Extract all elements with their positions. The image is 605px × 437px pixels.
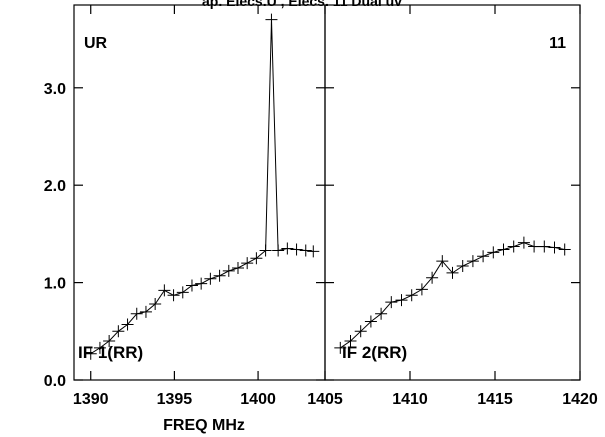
data-point: [272, 244, 285, 257]
data-point: [176, 286, 189, 299]
x-tick-label: 1405: [307, 391, 343, 408]
panel-if1: 0.0 1.0 2.0 3.0 1390 1395 1400 UR IF 1(RR) FR…: [44, 4, 326, 434]
data-point: [487, 246, 500, 259]
data-point: [436, 255, 449, 268]
data-point: [477, 250, 490, 263]
data-point: [395, 294, 408, 307]
data-point: [334, 341, 347, 354]
data-point: [558, 243, 571, 256]
x-axis-title: FREQ MHz: [163, 417, 245, 434]
data-point: [528, 240, 541, 253]
panel-label: IF 2(RR): [342, 343, 407, 362]
data-point: [290, 243, 303, 256]
data-point: [466, 255, 479, 268]
data-point: [112, 325, 125, 338]
data-point: [548, 241, 561, 254]
data-point: [103, 335, 116, 348]
y-tick-label: 1.0: [44, 276, 66, 293]
data-point: [265, 13, 278, 26]
x-tick-label: 1395: [157, 391, 193, 408]
y-tick-label: 3.0: [44, 81, 66, 98]
data-point: [250, 252, 263, 265]
data-point: [222, 264, 235, 277]
panel-corner-label: 11: [549, 35, 566, 52]
data-point: [517, 236, 530, 249]
data-point: [121, 318, 134, 331]
data-point: [405, 289, 418, 302]
data-point: [195, 277, 208, 290]
data-point: [426, 271, 439, 284]
data-point: [158, 284, 171, 297]
data-point: [281, 242, 294, 255]
data-point: [456, 260, 469, 273]
data-point: [231, 261, 244, 274]
data-point: [213, 269, 226, 282]
data-point: [149, 298, 162, 311]
y-axis: 0.0 1.0 2.0 3.0: [44, 81, 66, 390]
series-if2: [334, 236, 571, 354]
data-point: [130, 307, 143, 320]
x-tick-label: 1420: [562, 391, 598, 408]
data-point: [185, 279, 198, 292]
data-point: [375, 307, 388, 320]
x-axis: 1390 1395 1400: [73, 5, 276, 408]
x-tick-label: 1410: [392, 391, 428, 408]
x-tick-label: 1400: [240, 391, 276, 408]
x-tick-label: 1415: [477, 391, 513, 408]
series-if1: [84, 13, 320, 360]
panel-label: IF 1(RR): [78, 343, 143, 362]
panel-corner-label: UR: [84, 35, 108, 52]
data-point: [354, 325, 367, 338]
y-tick-label: 2.0: [44, 178, 66, 195]
data-point: [259, 244, 272, 257]
data-point: [415, 283, 428, 296]
data-point: [385, 296, 398, 309]
data-point: [538, 240, 551, 253]
data-point: [167, 289, 180, 302]
data-point: [307, 245, 320, 258]
panel-frame: [73, 4, 326, 381]
panel-if2: 1405 1410 1415 1420 11 IF 2(RR): [307, 4, 598, 408]
data-point: [507, 240, 520, 253]
data-point: [446, 266, 459, 279]
data-point: [139, 305, 152, 318]
data-point: [299, 244, 312, 257]
data-point: [204, 272, 217, 285]
data-point: [84, 347, 97, 360]
data-point: [241, 257, 254, 270]
series-line: [340, 242, 565, 349]
data-point: [93, 341, 106, 354]
data-point: [364, 315, 377, 328]
y-tick-label: 0.0: [44, 373, 66, 390]
series-line: [90, 19, 314, 355]
data-point: [497, 243, 510, 256]
x-tick-label: 1390: [73, 391, 109, 408]
x-axis: 1405 1410 1415 1420: [307, 5, 598, 408]
data-point: [344, 335, 357, 348]
panel-frame: [324, 4, 581, 381]
